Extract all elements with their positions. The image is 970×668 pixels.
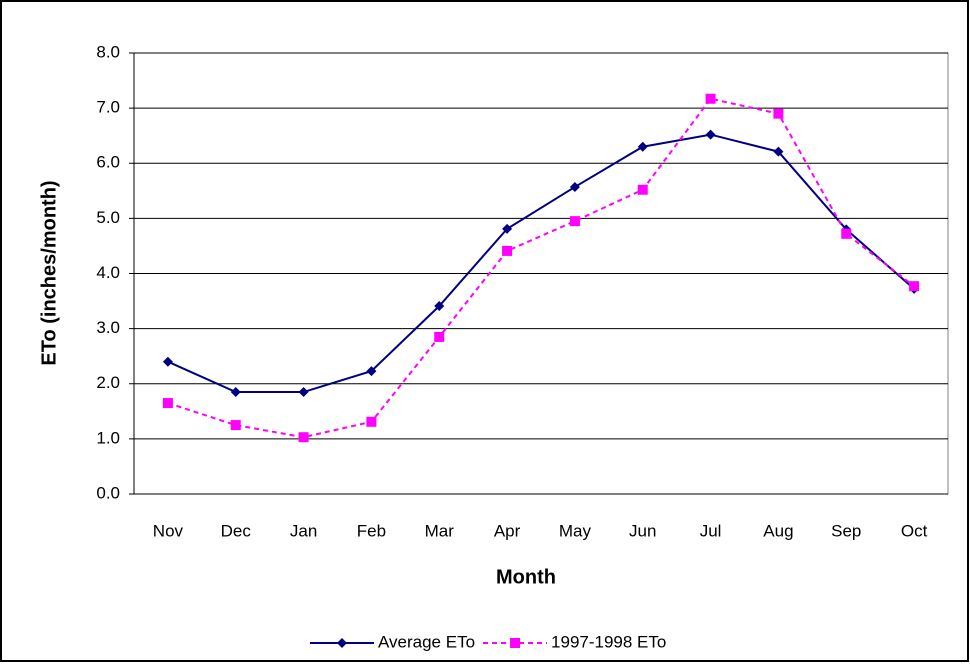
y-axis-title: ETo (inches/month) <box>38 180 60 365</box>
point <box>569 181 580 192</box>
y-tick-label: 7.0 <box>96 98 120 117</box>
point <box>337 638 347 648</box>
y-tick-label: 8.0 <box>96 42 120 61</box>
y-tick-label: 4.0 <box>96 263 120 282</box>
point <box>298 432 309 443</box>
x-tick-label: Oct <box>901 521 928 540</box>
x-tick-label: Feb <box>357 521 386 540</box>
point <box>502 223 513 234</box>
legend-label: Average ETo <box>378 632 475 651</box>
point <box>705 93 716 104</box>
point <box>230 387 241 398</box>
x-tick-label: Jul <box>700 521 722 540</box>
x-tick-label: Jan <box>290 521 317 540</box>
y-tick-label: 2.0 <box>96 373 120 392</box>
point <box>637 141 648 152</box>
x-axis-title: Month <box>496 566 556 588</box>
point <box>909 281 920 292</box>
point <box>366 366 377 377</box>
point <box>502 245 513 256</box>
x-tick-label: Sep <box>831 521 861 540</box>
x-tick-label: Nov <box>153 521 184 540</box>
point <box>434 331 445 342</box>
point <box>434 301 445 312</box>
x-tick-label: Aug <box>763 521 793 540</box>
x-tick-label: Dec <box>221 521 252 540</box>
point <box>510 638 521 648</box>
point <box>162 398 173 409</box>
x-tick-label: Jun <box>629 521 656 540</box>
point <box>569 216 580 227</box>
point <box>637 184 648 195</box>
y-tick-label: 1.0 <box>96 428 120 447</box>
series-line <box>167 133 915 394</box>
x-tick-label: May <box>559 521 592 540</box>
x-tick-label: Mar <box>425 521 455 540</box>
y-tick-label: 6.0 <box>96 153 120 172</box>
point <box>162 356 173 367</box>
y-tick-label: 0.0 <box>96 483 120 502</box>
point <box>773 108 784 119</box>
point <box>298 387 309 398</box>
x-tick-label: Apr <box>494 521 521 540</box>
y-tick-label: 3.0 <box>96 318 120 337</box>
point <box>773 146 784 157</box>
point <box>841 228 852 239</box>
legend-label: 1997-1998 ETo <box>551 632 666 651</box>
point <box>366 416 377 427</box>
point <box>230 420 241 431</box>
y-tick-label: 5.0 <box>96 208 120 227</box>
point <box>705 129 716 140</box>
series-line <box>167 97 915 439</box>
